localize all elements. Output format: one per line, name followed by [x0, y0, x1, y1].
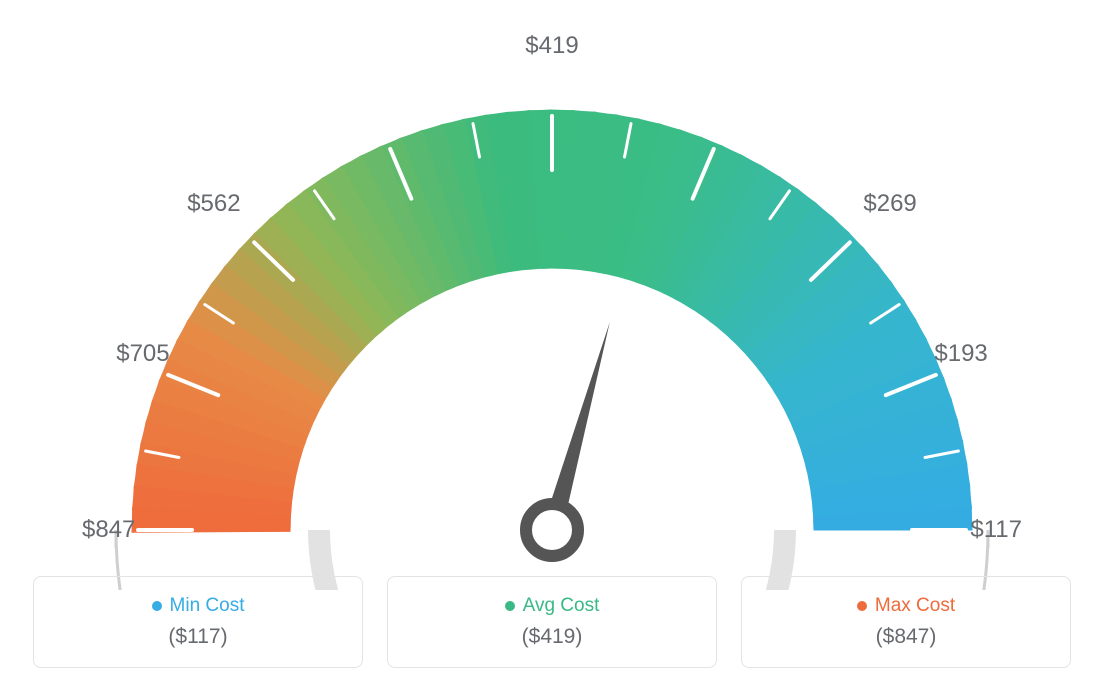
scale-label: $117 — [970, 516, 1022, 544]
summary-row: Min Cost ($117) Avg Cost ($419) Max Cost… — [33, 576, 1071, 668]
avg-cost-label: Avg Cost — [523, 595, 600, 617]
min-cost-header: Min Cost — [152, 595, 245, 617]
max-dot-icon — [857, 601, 867, 611]
max-cost-card: Max Cost ($847) — [741, 576, 1071, 668]
max-cost-label: Max Cost — [875, 595, 955, 617]
scale-label: $562 — [187, 190, 240, 218]
scale-label: $419 — [525, 32, 578, 60]
chart-container: $117 $193 $269 $419 $562 $705 $847 Min Cost ($… — [0, 0, 1104, 690]
min-dot-icon — [152, 601, 162, 611]
max-cost-header: Max Cost — [857, 595, 955, 617]
gauge: $117 $193 $269 $419 $562 $705 $847 — [42, 30, 1062, 590]
min-cost-card: Min Cost ($117) — [33, 576, 363, 668]
min-cost-value: ($117) — [168, 625, 227, 649]
max-cost-value: ($847) — [876, 625, 937, 649]
avg-cost-card: Avg Cost ($419) — [387, 576, 717, 668]
avg-cost-header: Avg Cost — [505, 595, 600, 617]
avg-cost-value: ($419) — [522, 625, 583, 649]
gauge-svg — [42, 30, 1062, 590]
avg-dot-icon — [505, 601, 515, 611]
scale-label: $269 — [863, 190, 916, 218]
min-cost-label: Min Cost — [170, 595, 245, 617]
scale-label: $193 — [934, 340, 987, 368]
scale-label: $705 — [116, 340, 169, 368]
scale-label: $847 — [82, 516, 135, 544]
